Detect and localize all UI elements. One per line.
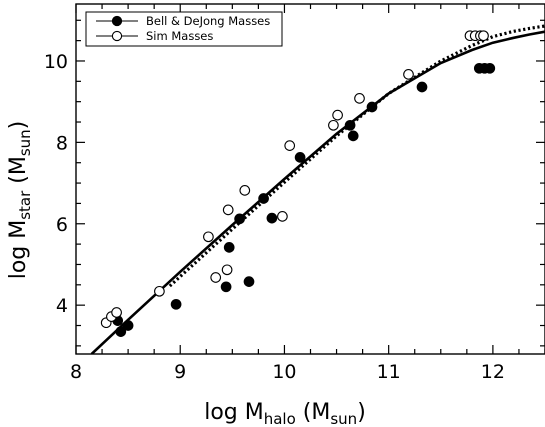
sim-point [239,185,251,196]
bell-dejong-point [258,193,269,204]
bell-dejong-point [347,130,359,142]
legend-marker [111,30,123,42]
bell-dejong-point [294,152,306,163]
axes: 8 9 10 11 12 4 6 8 10 [44,3,545,383]
solid-curve [90,30,545,354]
bell-dejong-point [344,119,356,131]
sim-point [354,93,365,104]
sim-point [328,119,339,131]
legend-label: Bell & DeJong Masses [146,14,270,28]
bell-dejong-point [243,276,255,287]
legend-label: Sim Masses [146,29,213,43]
bell-dejong-point [234,213,245,225]
legend-marker [111,15,123,27]
bell-dejong-point [115,326,127,337]
sim-point [111,307,122,318]
sim-point [222,204,234,216]
bell-dejong-point [416,81,428,93]
data-points [100,30,496,337]
sim-point [154,285,165,297]
y-tick-label: 10 [44,51,68,73]
bell-dejong-point [170,298,182,310]
sim-point [284,140,296,151]
x-tick-label: 11 [377,361,401,383]
y-tick-label: 8 [56,132,68,154]
y-tick-label: 4 [56,295,68,317]
bell-dejong-point [223,242,235,253]
fit-curves [90,24,545,354]
sim-point [221,264,233,276]
sim-point [478,30,489,42]
x-tick-label: 9 [174,361,186,383]
bell-dejong-point [266,212,278,224]
sim-point [210,272,222,283]
x-tick-label: 10 [272,361,296,383]
y-tick-label: 6 [56,214,68,236]
sim-point [277,211,288,222]
sim-point [203,231,214,243]
bell-dejong-point [220,281,232,293]
sim-point [403,69,414,80]
sim-point [332,109,343,121]
y-axis-title: log Mstar (Msun) [6,121,34,280]
bell-dejong-point [484,62,496,74]
x-axis-title: log Mhalo (Msun) [204,400,366,427]
bell-dejong-point [122,320,134,331]
bell-dejong-point [366,101,378,113]
x-tick-label: 12 [481,361,505,383]
x-tick-label: 8 [70,361,82,383]
